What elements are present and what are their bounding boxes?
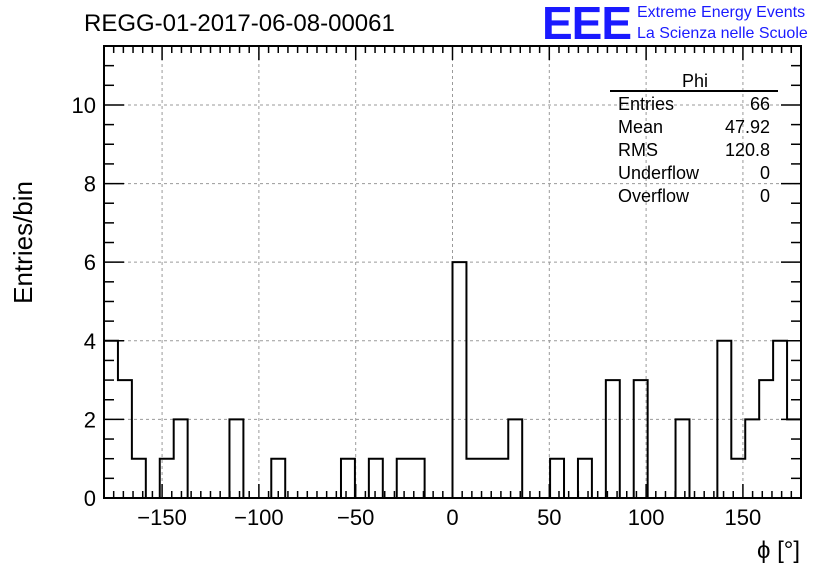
stats-row-value: 120.8 xyxy=(725,140,770,160)
stats-row-value: 66 xyxy=(750,94,770,114)
stats-row-value: 0 xyxy=(760,163,770,183)
x-tick-label: 100 xyxy=(628,505,665,530)
x-tick-labels: −150 −100 −50 0 50 100 150 xyxy=(137,505,761,530)
stats-box: Phi Entries 66 Mean 47.92 RMS 120.8 Underflow 0… xyxy=(610,71,778,206)
y-tick-label: 2 xyxy=(84,407,96,432)
stats-row-label: Overflow xyxy=(618,186,690,206)
logo-subtitle-line1: Extreme Energy Events xyxy=(637,4,806,21)
eee-logo: EEE xyxy=(542,0,632,49)
x-tick-label: −50 xyxy=(337,505,374,530)
plot-frame xyxy=(103,45,802,499)
stats-box-name: Phi xyxy=(682,71,708,91)
y-tick-labels: 0 2 4 6 8 10 xyxy=(72,93,96,511)
y-tick-label: 10 xyxy=(72,93,96,118)
stats-row-value: 47.92 xyxy=(725,117,770,137)
logo-subtitle-line2: La Scienza nelle Scuole xyxy=(637,25,808,42)
histogram-title: REGG-01-2017-06-08-00061 xyxy=(84,10,395,37)
stats-row-label: Mean xyxy=(618,117,663,137)
histogram-outline xyxy=(103,261,802,499)
x-tick-label: 50 xyxy=(537,505,561,530)
y-axis-label: Entries/bin xyxy=(8,181,38,304)
x-axis-label: ϕ [°] xyxy=(757,537,800,564)
y-tick-label: 8 xyxy=(84,172,96,197)
x-tick-label: 150 xyxy=(725,505,762,530)
y-tick-label: 6 xyxy=(84,250,96,275)
stats-row-label: Entries xyxy=(618,94,674,114)
stats-row-label: RMS xyxy=(618,140,658,160)
x-tick-label: 0 xyxy=(446,505,458,530)
axis-ticks xyxy=(104,46,801,498)
stats-row-value: 0 xyxy=(760,186,770,206)
y-tick-label: 0 xyxy=(84,486,96,511)
x-tick-label: −150 xyxy=(137,505,187,530)
y-tick-label: 4 xyxy=(84,329,96,354)
x-tick-label: −100 xyxy=(234,505,284,530)
stats-rows: Entries 66 Mean 47.92 RMS 120.8 Underflow 0 Over… xyxy=(618,94,770,206)
stats-row-label: Underflow xyxy=(618,163,700,183)
